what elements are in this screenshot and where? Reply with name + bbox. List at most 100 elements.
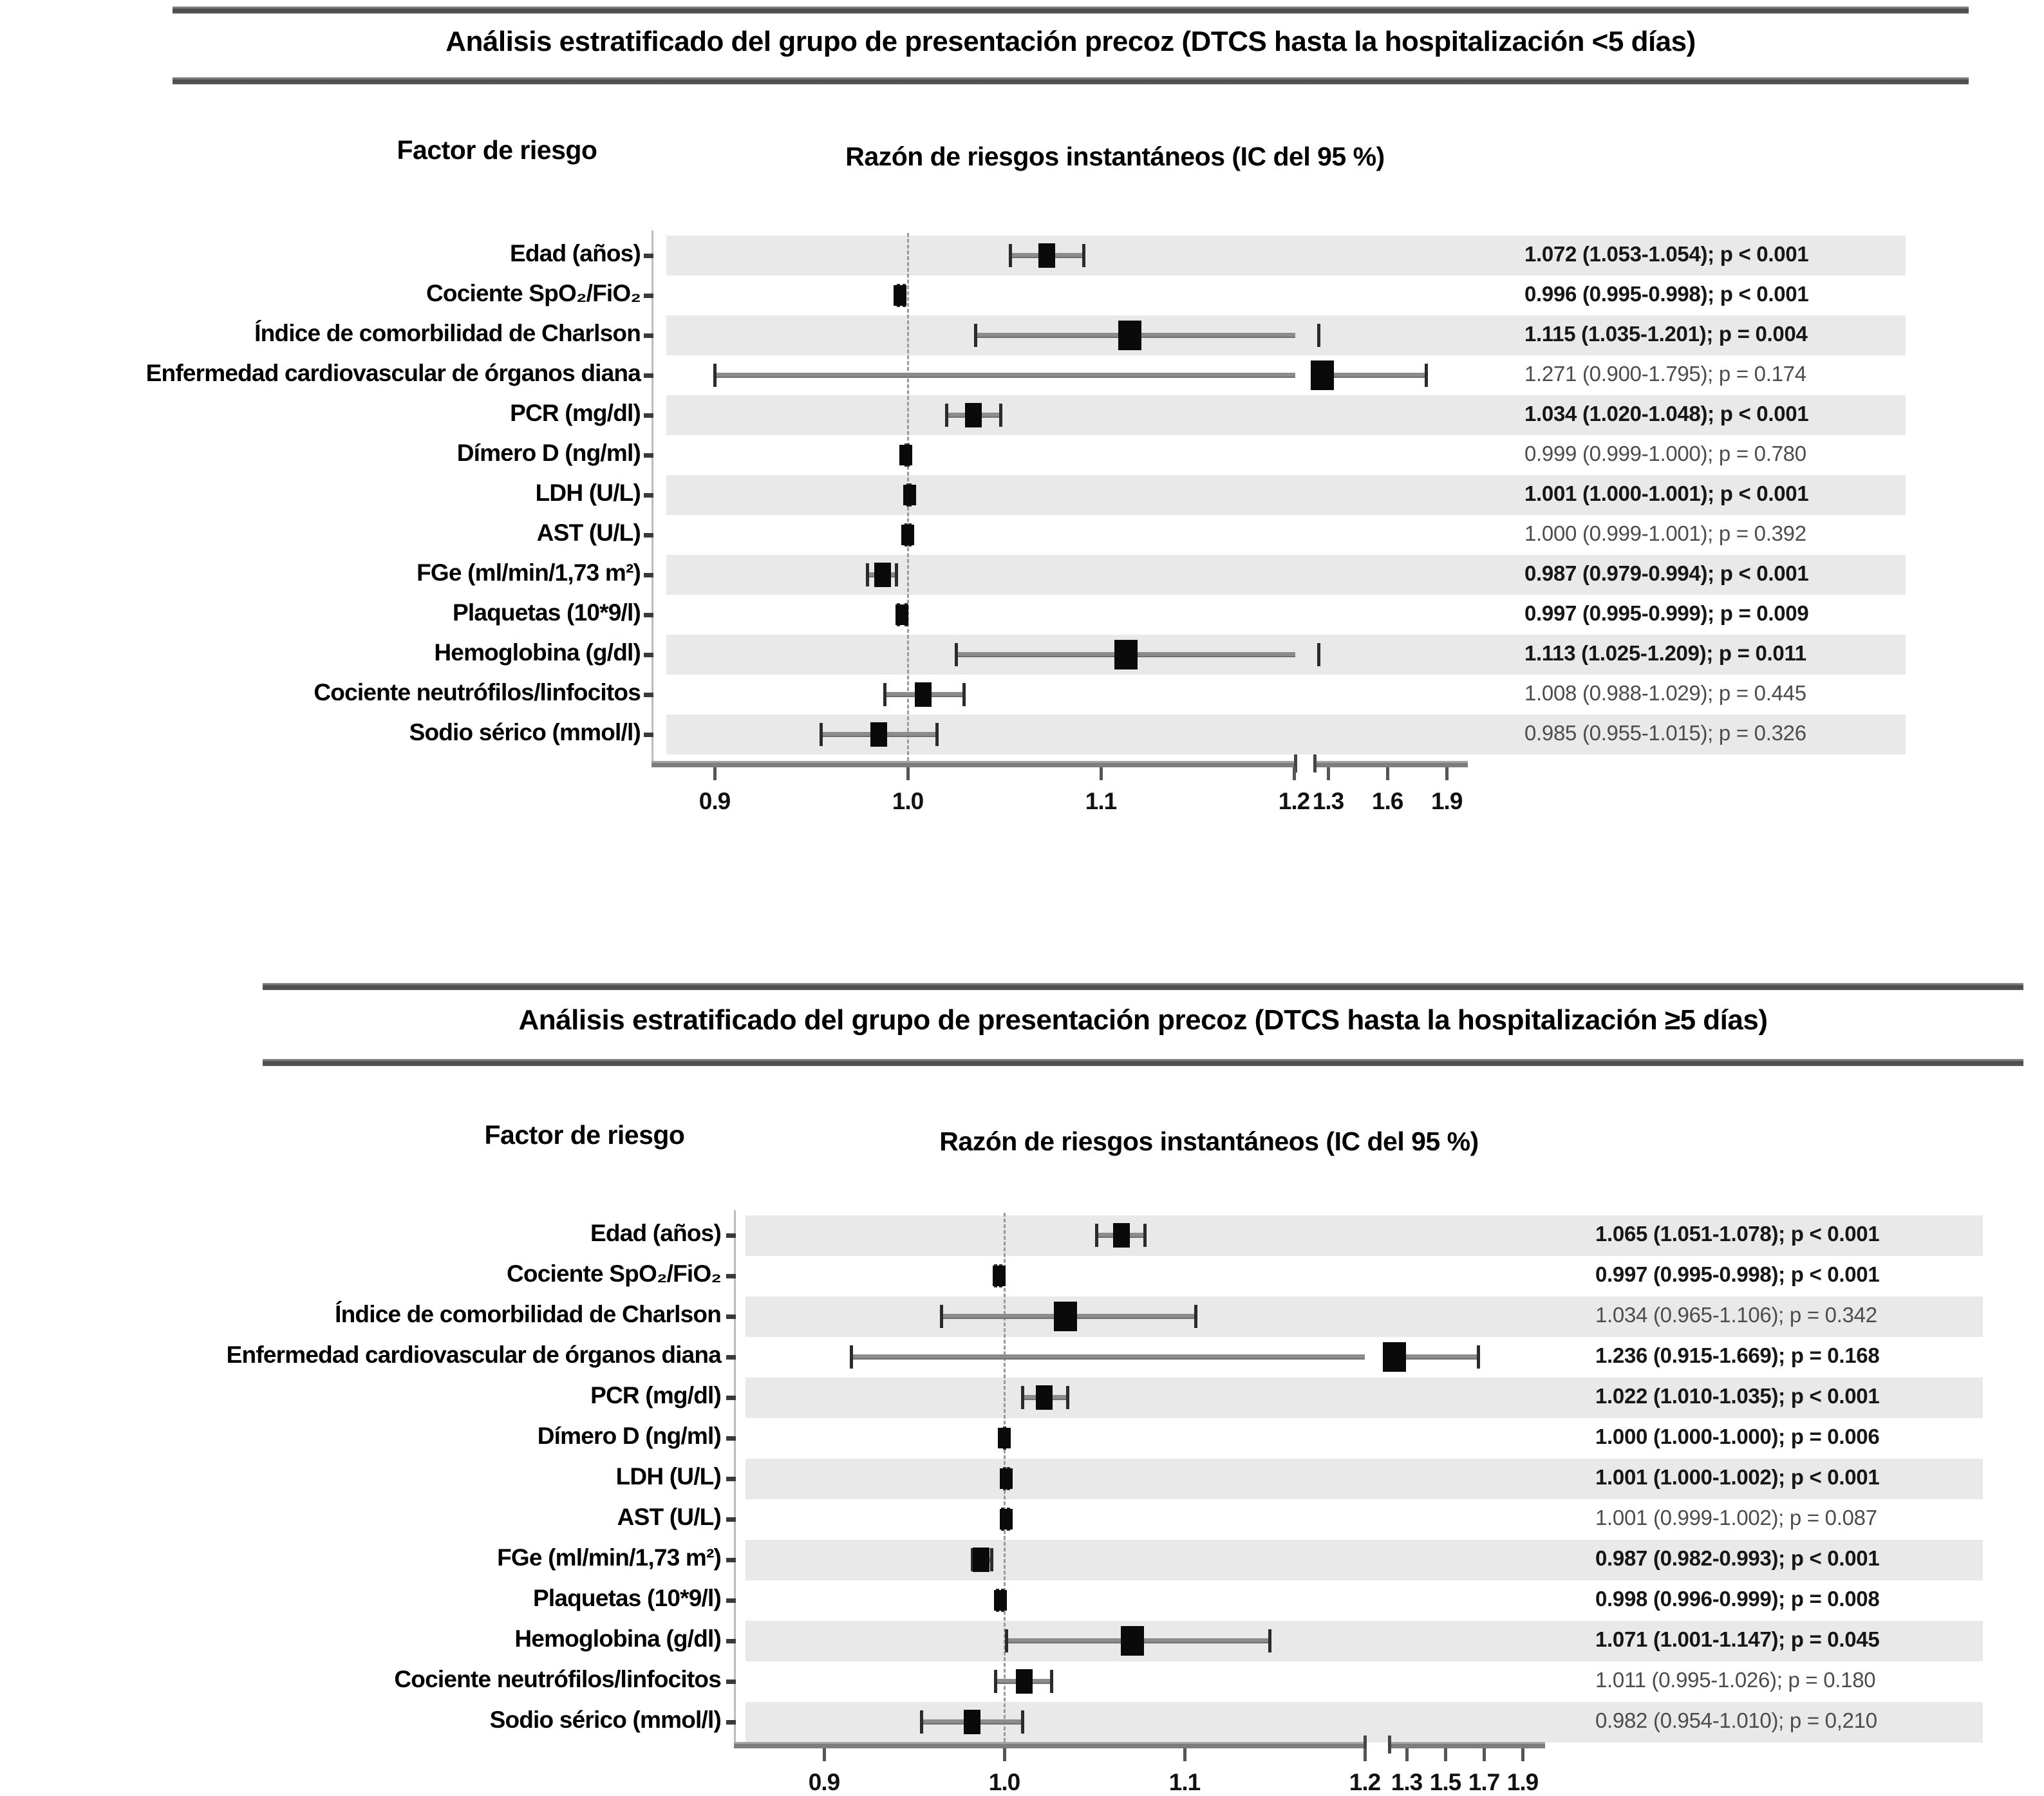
ci-cap-low — [1009, 244, 1012, 267]
hr-point-square — [998, 1428, 1011, 1448]
title-rule-top — [173, 6, 1969, 14]
ci-cap-low — [820, 723, 823, 746]
ci-cap-low — [866, 563, 869, 586]
ci-cap-low — [940, 1305, 943, 1328]
ci-cap-high — [1082, 244, 1085, 267]
hr-point-square — [965, 403, 982, 427]
plot-left-border — [734, 1210, 736, 1742]
x-axis-tick-label: 1.9 — [1430, 788, 1463, 814]
row-axis-tick — [644, 333, 653, 338]
row-label: Hemoglobina (g/dl) — [434, 639, 641, 666]
row-axis-tick — [644, 373, 653, 378]
hr-ci-p-text: 1.000 (0.999-1.001); p = 0.392 — [1524, 521, 1806, 545]
row-axis-tick — [726, 1517, 736, 1522]
row-axis-tick — [726, 1639, 736, 1643]
x-axis-tick-label: 1.6 — [1371, 788, 1403, 814]
ci-line — [715, 373, 1295, 378]
x-axis-tick-label: 1.2 — [1278, 788, 1310, 814]
column-header-risk-factor: Factor de riesgo — [484, 1120, 685, 1150]
x-axis-tick-label: 0.9 — [699, 788, 731, 814]
hr-point-square — [1114, 640, 1138, 669]
row-label: FGe (ml/min/1,73 m²) — [497, 1544, 722, 1571]
panel-title: Análisis estratificado del grupo de pres… — [445, 26, 1696, 57]
hr-ci-p-text: 1.011 (0.995-1.026); p = 0.180 — [1595, 1668, 1876, 1692]
x-axis-tick — [1444, 1748, 1447, 1761]
row-axis-tick — [726, 1396, 736, 1400]
hr-point-square — [874, 563, 891, 587]
ci-cap-high — [1317, 643, 1320, 666]
row-label: Enfermedad cardiovascular de órganos dia… — [145, 360, 641, 386]
row-axis-tick — [726, 1477, 736, 1481]
row-label: PCR (mg/dl) — [590, 1382, 722, 1408]
hr-point-square — [992, 1266, 1006, 1286]
row-axis-tick — [644, 613, 653, 617]
x-axis-tick — [713, 767, 717, 780]
hr-point-square — [903, 485, 916, 505]
ci-cap-low — [713, 364, 717, 387]
x-axis-tick-label: 1.9 — [1506, 1769, 1539, 1795]
ci-cap-low — [920, 1710, 924, 1734]
row-label: AST (U/L) — [617, 1504, 722, 1530]
ci-cap-low — [974, 324, 977, 347]
hr-ci-p-text: 1.001 (0.999-1.002); p = 0.087 — [1595, 1506, 1877, 1529]
row-axis-tick — [726, 1436, 736, 1441]
hr-point-square — [1035, 1385, 1053, 1410]
hr-point-square — [901, 525, 914, 545]
row-axis-tick — [644, 294, 653, 298]
hr-point-square — [972, 1548, 989, 1572]
x-axis-tick — [1327, 767, 1330, 780]
ci-cap-high — [895, 563, 898, 586]
hr-ci-p-text: 1.022 (1.010-1.035); p < 0.001 — [1595, 1384, 1880, 1408]
zebra-band — [745, 1458, 1983, 1499]
x-axis-tick-label: 1.1 — [1168, 1769, 1201, 1795]
hr-ci-p-text: 0.997 (0.995-0.999); p = 0.009 — [1524, 601, 1809, 625]
row-label: Sodio sérico (mmol/l) — [489, 1707, 722, 1733]
x-axis-tick — [1483, 1748, 1486, 1761]
x-axis-line — [734, 1742, 1365, 1748]
row-axis-tick — [644, 254, 653, 258]
ci-cap-high — [962, 683, 966, 706]
x-axis-line — [1315, 761, 1468, 767]
hr-point-square — [895, 604, 908, 625]
hr-point-square — [1118, 321, 1141, 350]
ci-cap-high — [990, 1548, 994, 1571]
ci-line — [1315, 373, 1426, 378]
x-axis-tick — [1293, 767, 1296, 780]
row-label: Cociente neutrófilos/linfocitos — [314, 679, 641, 706]
row-label: Dímero D (ng/ml) — [537, 1423, 722, 1449]
hr-ci-p-text: 1.001 (1.000-1.001); p < 0.001 — [1524, 482, 1809, 505]
zebra-band — [745, 1620, 1983, 1661]
x-axis-tick — [1445, 767, 1449, 780]
column-header-risk-factor: Factor de riesgo — [397, 135, 597, 165]
row-label: Hemoglobina (g/dl) — [514, 1625, 721, 1652]
zebra-band — [745, 1539, 1983, 1580]
row-axis-tick — [726, 1558, 736, 1562]
column-header-hazard-ratio: Razón de riesgos instantáneos (IC del 95… — [939, 1127, 1479, 1156]
hr-point-square — [894, 285, 906, 306]
x-axis-tick-label: 1.3 — [1312, 788, 1344, 814]
hr-ci-p-text: 0.987 (0.982-0.993); p < 0.001 — [1595, 1546, 1880, 1570]
hr-ci-p-text: 1.034 (1.020-1.048); p < 0.001 — [1524, 402, 1809, 426]
ci-cap-low — [970, 1548, 974, 1571]
hr-ci-p-text: 1.236 (0.915-1.669); p = 0.168 — [1595, 1343, 1880, 1367]
zebra-band — [666, 236, 1906, 276]
row-label: Índice de comorbilidad de Charlson — [335, 1301, 722, 1327]
ci-cap-high — [1476, 1345, 1480, 1369]
x-axis-tick — [1100, 767, 1103, 780]
ci-cap-high — [1317, 324, 1320, 347]
x-axis-tick — [1521, 1748, 1524, 1761]
hr-ci-p-text: 1.113 (1.025-1.209); p = 0.011 — [1524, 641, 1806, 665]
row-label: Índice de comorbilidad de Charlson — [254, 320, 641, 346]
x-axis-tick — [823, 1748, 826, 1761]
hr-ci-p-text: 1.271 (0.900-1.795); p = 0.174 — [1524, 362, 1806, 386]
hr-point-square — [963, 1710, 980, 1734]
hr-point-square — [999, 1468, 1013, 1489]
ci-cap-high — [935, 723, 939, 746]
ci-cap-low — [883, 683, 886, 706]
zebra-band — [666, 475, 1906, 515]
hr-ci-p-text: 0.997 (0.995-0.998); p < 0.001 — [1595, 1262, 1880, 1286]
hr-ci-p-text: 1.071 (1.001-1.147); p = 0.045 — [1595, 1627, 1880, 1651]
row-label: LDH (U/L) — [535, 480, 641, 506]
hr-point-square — [1038, 243, 1055, 268]
hr-ci-p-text: 0.982 (0.954-1.010); p = 0,210 — [1595, 1708, 1877, 1732]
